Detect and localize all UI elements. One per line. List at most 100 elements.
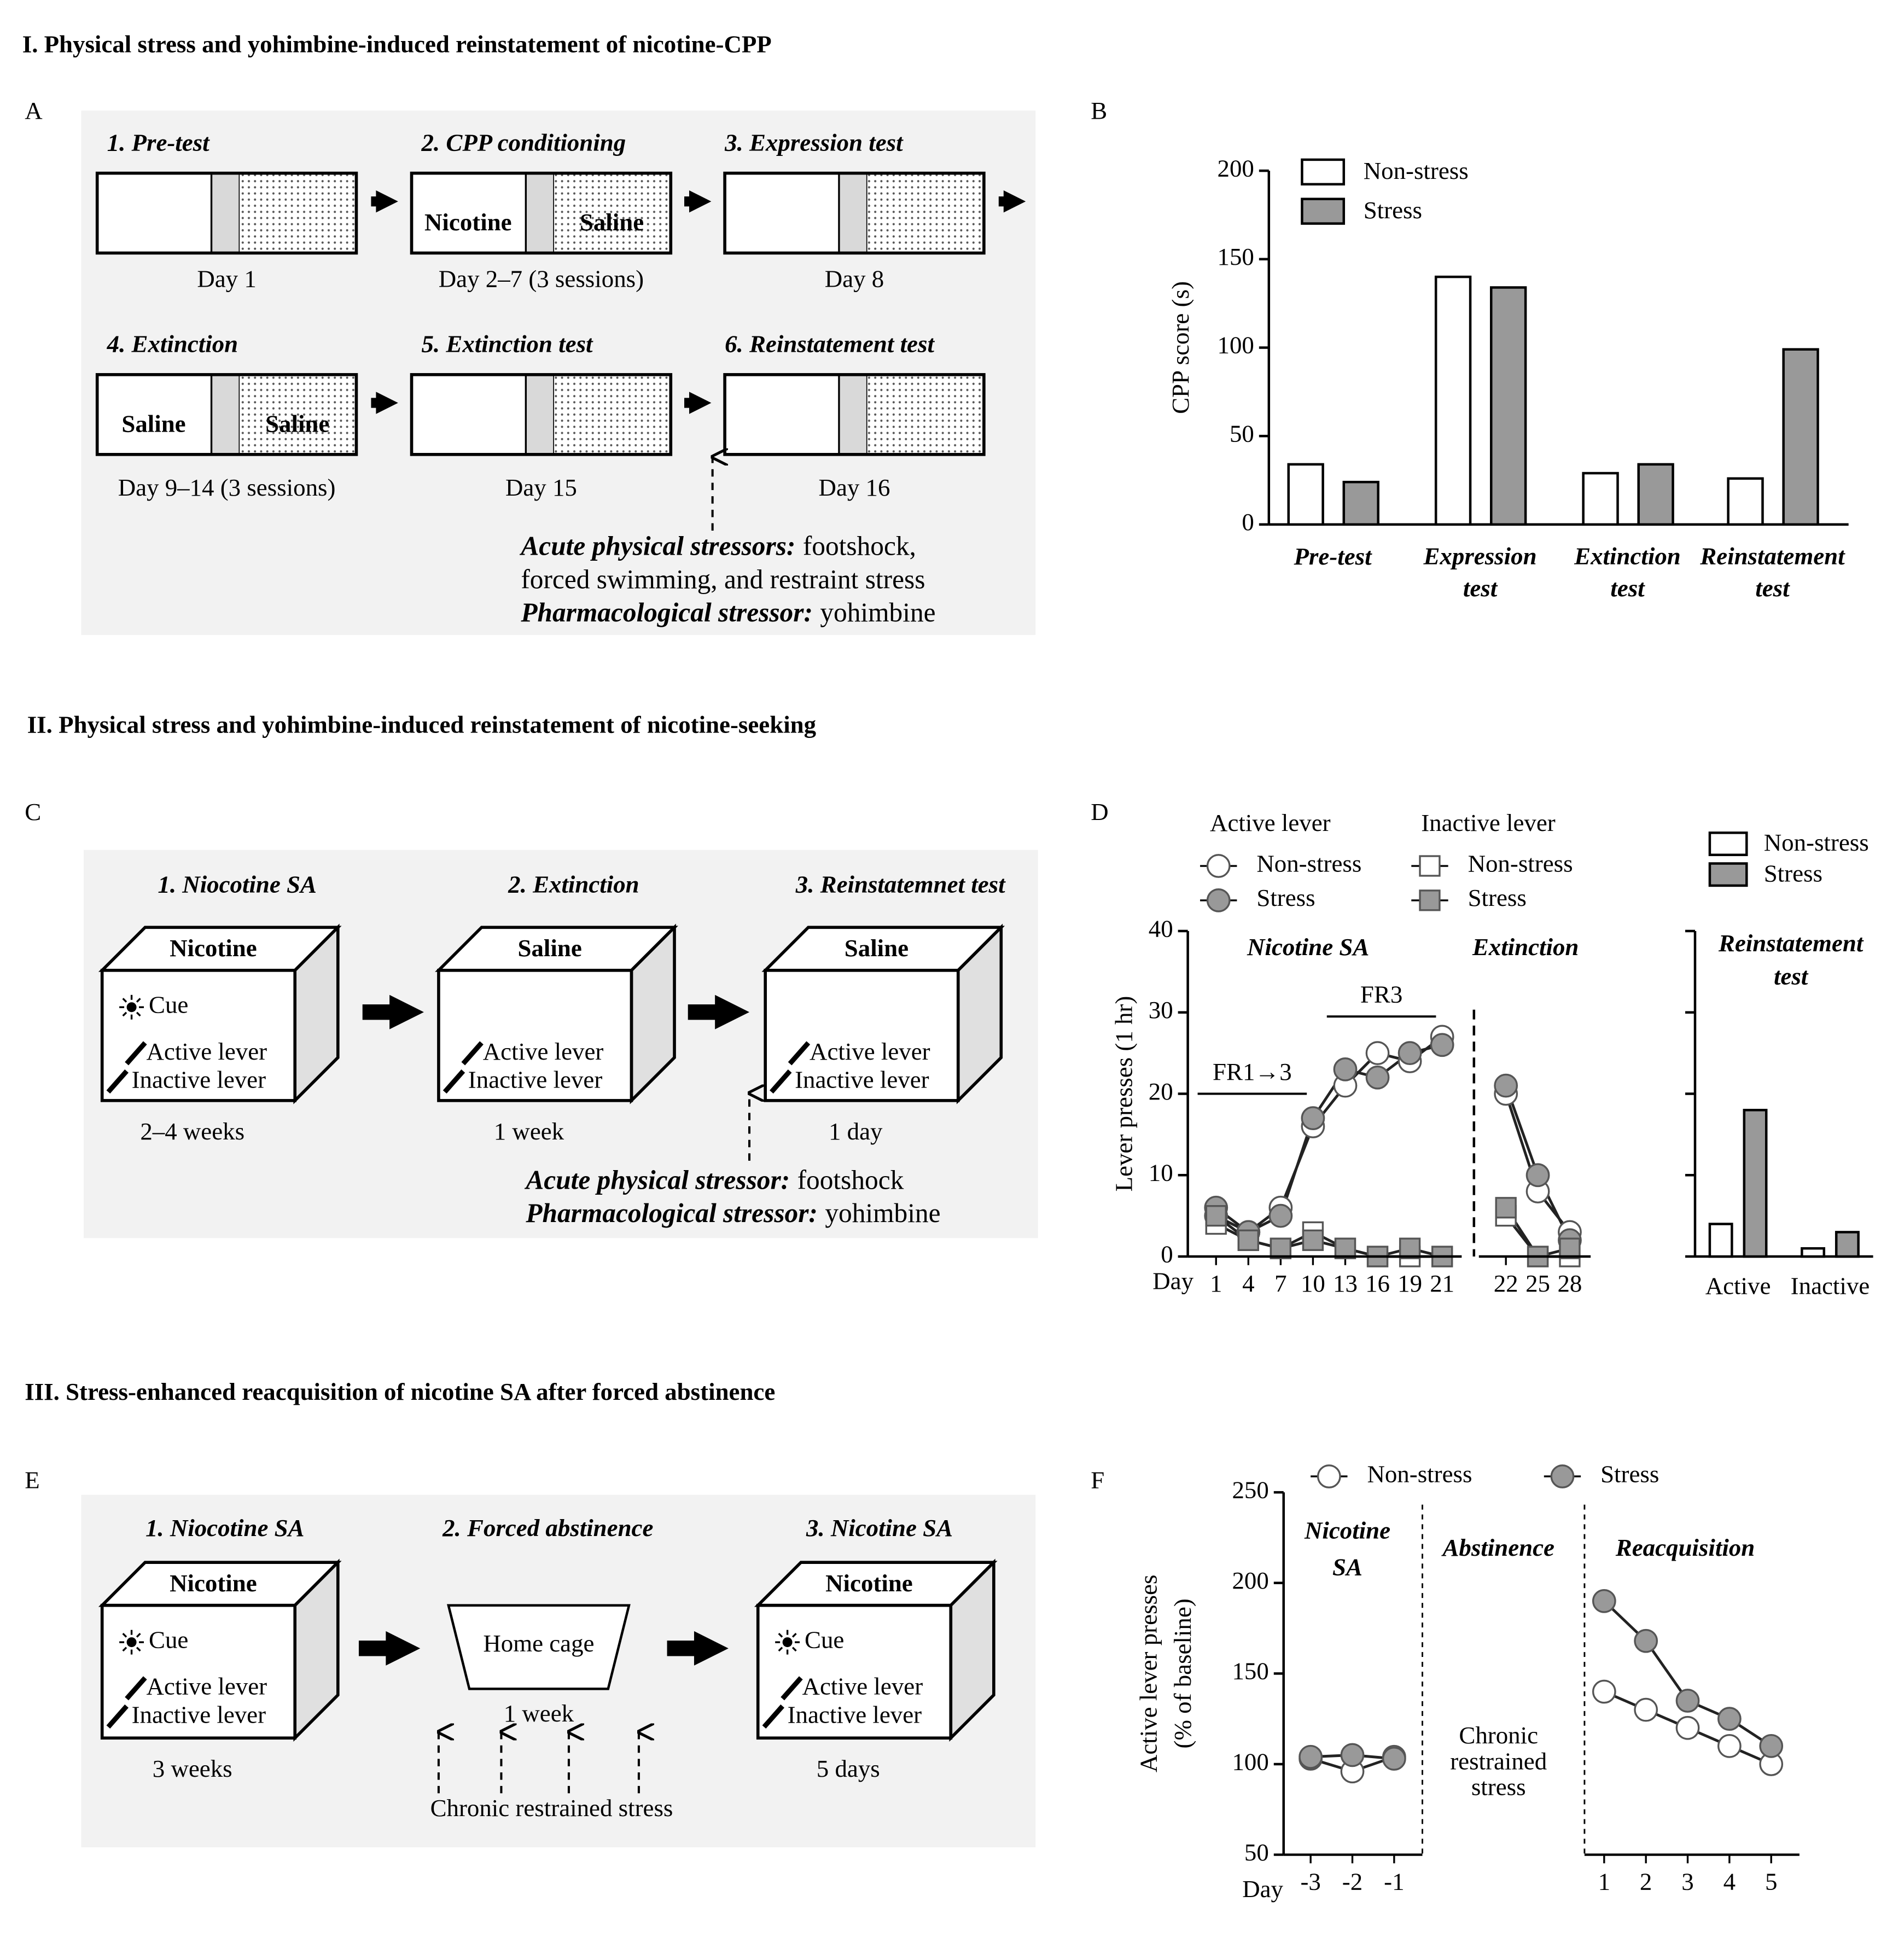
circle-marker: [1717, 1734, 1742, 1758]
cue-ray: [791, 1633, 797, 1638]
legend-label: Non-stress: [1367, 1460, 1472, 1487]
cube-front: [100, 1603, 297, 1740]
note-text: yohimbine: [820, 597, 935, 627]
cue-ray: [778, 1633, 783, 1638]
y-tick-label: 250: [1232, 1476, 1268, 1503]
duration: 1 week: [494, 1118, 564, 1145]
legend-marker: [1419, 855, 1441, 877]
step-label: 3. Expression test: [724, 129, 904, 156]
note-line: Pharmacological stressor: yohimbine: [520, 597, 935, 627]
x-tick-label: -1: [1384, 1868, 1404, 1895]
cue-ray: [136, 1647, 141, 1652]
step-label: 2. Forced abstinence: [442, 1514, 653, 1542]
bar: [1801, 1247, 1825, 1258]
circle-marker: [1365, 1041, 1390, 1066]
lever-label: Active lever: [810, 1038, 930, 1065]
legend-label: Non-stress: [1256, 850, 1361, 877]
legend-label: Non-stress: [1764, 829, 1869, 856]
panel-letter: F: [1091, 1466, 1104, 1493]
phase-label: Nicotine SA: [1247, 933, 1369, 961]
step-label: 3. Reinstatemnet test: [795, 870, 1006, 898]
box-middle: [210, 172, 241, 254]
box-outline: [95, 171, 358, 255]
box-white: [725, 374, 839, 455]
y-tick-label: 10: [1149, 1159, 1173, 1186]
cue-ray: [136, 1011, 141, 1017]
step-label: 4. Extinction: [107, 330, 238, 358]
phase-label: Reacquisition: [1615, 1534, 1755, 1561]
y-tick-label: 40: [1149, 915, 1173, 942]
circle-marker: [1301, 1106, 1325, 1131]
note-text: yohimbine: [825, 1198, 940, 1228]
duration: 5 days: [817, 1755, 880, 1782]
cue-label: Cue: [149, 1626, 188, 1653]
square-marker: [1237, 1229, 1259, 1251]
lever-icon: [781, 1676, 803, 1701]
legend-marker: [1550, 1464, 1575, 1488]
cube-front: [437, 969, 633, 1102]
y-tick-label: 150: [1232, 1657, 1268, 1685]
x-tick-label: 2: [1640, 1868, 1652, 1895]
box-outline: [723, 373, 986, 456]
bar: [1835, 1231, 1860, 1258]
bar: [1637, 463, 1674, 526]
square-marker: [1399, 1237, 1421, 1259]
box-dotted: [554, 374, 671, 455]
circle-marker: [1494, 1073, 1518, 1098]
arrow: [358, 1631, 421, 1666]
lever-label: Active lever: [147, 1038, 267, 1065]
duration: 2–4 weeks: [140, 1118, 244, 1145]
lever-icon: [106, 1069, 129, 1094]
cue-label: Cue: [805, 1626, 844, 1653]
home-cage: [447, 1604, 631, 1690]
cue-ray: [122, 1647, 127, 1652]
circle-marker: [1382, 1747, 1406, 1771]
regimen-label: FR1→3: [1213, 1058, 1292, 1085]
legend-swatch: [1301, 197, 1346, 225]
legend-marker: [1206, 888, 1231, 912]
x-tick-label: 10: [1301, 1270, 1325, 1297]
box-middle: [525, 172, 555, 254]
legend-label: Stress: [1256, 884, 1315, 911]
x-tick-label: 28: [1557, 1270, 1582, 1297]
bar: [1489, 286, 1527, 526]
circle-marker: [1675, 1715, 1700, 1740]
box-outline: [410, 373, 673, 456]
lever-label: Inactive lever: [132, 1066, 266, 1093]
day-label: Day 1: [197, 265, 256, 292]
bar: [1582, 472, 1619, 526]
box-dotted: [867, 173, 984, 253]
box-white: [97, 173, 212, 253]
circle-marker: [1717, 1707, 1742, 1731]
section-title: III. Stress-enhanced reacquisition of ni…: [25, 1378, 775, 1405]
cube-label: Saline: [845, 934, 909, 962]
square-marker: [1205, 1205, 1227, 1227]
square-marker: [1559, 1237, 1581, 1259]
panel-letter: E: [25, 1466, 39, 1493]
x-tick-label: Active: [1705, 1272, 1771, 1300]
box-white: [725, 173, 839, 253]
cue-icon: [126, 1002, 137, 1013]
step-label: 2. CPP conditioning: [421, 129, 626, 156]
regimen-label: FR3: [1360, 981, 1402, 1008]
box-outline: [410, 171, 673, 255]
x-tick-label: 3: [1681, 1868, 1693, 1895]
y-tick-label: 200: [1232, 1567, 1268, 1594]
step-label: 1. Niocotine SA: [145, 1514, 305, 1542]
circle-marker: [1759, 1734, 1784, 1758]
lever-icon: [762, 1704, 785, 1729]
cube-front: [100, 969, 297, 1102]
y-axis-label: Lever presses (1 hr): [1110, 996, 1138, 1192]
legend-label: Non-stress: [1364, 157, 1469, 184]
box-middle: [838, 374, 869, 456]
lever-icon: [788, 1041, 811, 1066]
lever-icon: [106, 1704, 129, 1729]
step-label: 1. Niocotine SA: [158, 870, 317, 898]
square-marker: [1270, 1237, 1292, 1259]
y-tick-label: 200: [1218, 154, 1254, 182]
duration: 3 weeks: [153, 1755, 232, 1782]
note-bold: Acute physical stressors:: [519, 531, 795, 561]
box-left-label: Nicotine: [424, 208, 512, 236]
note-bold: Pharmacological stressor:: [520, 597, 813, 627]
